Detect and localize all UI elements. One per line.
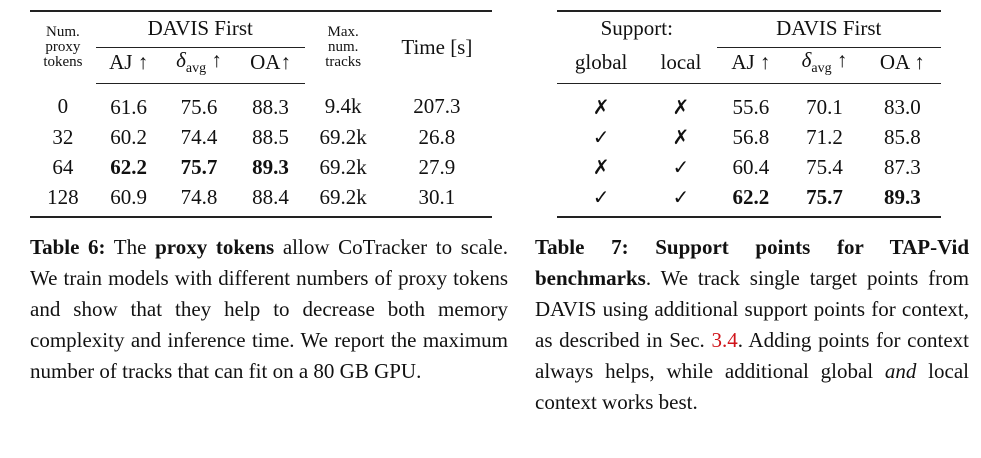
table-6: Num. proxy tokens DAVIS First Max. num. … [30, 10, 492, 219]
table-cell: 60.9 [95, 182, 162, 219]
section-link[interactable]: 3.4 [711, 328, 738, 352]
table-cell: 75.7 [180, 154, 218, 179]
table-cell: 27.9 [418, 154, 456, 179]
header-line: tokens [43, 54, 83, 71]
table-cell: 74.4 [180, 124, 218, 149]
caption-6: Table 6: The proxy tokens allow CoTracke… [30, 232, 508, 387]
table-cell: ✓ [672, 155, 690, 180]
symbol: δ [176, 48, 186, 72]
header-oa: OA↑ [236, 47, 305, 85]
table-cell: 9.4k [324, 94, 362, 119]
table-cell: 69.2k [319, 154, 367, 179]
caption-text: . We track single target points from DAV… [535, 266, 969, 352]
header-delta: δavg ↑ [785, 47, 864, 85]
table-cell: 74.8 [161, 182, 237, 219]
header-group: DAVIS First [147, 16, 253, 40]
table-cell: 62.2 [716, 182, 786, 219]
header-global: global [557, 47, 646, 85]
table-cell: 128 [30, 182, 96, 219]
table-cell: ✗ [672, 125, 690, 150]
table-row: ✗ ✓ 60.4 75.4 87.3 [557, 152, 941, 182]
table-cell: 71.2 [806, 124, 843, 149]
caption-text: The [105, 235, 156, 259]
table-cell: 88.5 [252, 124, 289, 149]
table-cell: ✓ [557, 182, 646, 219]
table-cell: 75.6 [180, 94, 218, 119]
header-line: tracks [325, 54, 362, 71]
caption-italic: and [884, 359, 917, 383]
table-cell: 60.2 [110, 124, 148, 149]
table-cell: 89.3 [863, 182, 941, 219]
table-cell: 32 [52, 124, 74, 149]
header-aj: AJ ↑ [716, 47, 786, 85]
caption-7: Table 7: Support points for TAP-Vid benc… [535, 232, 969, 418]
header-delta: δavg ↑ [161, 47, 237, 85]
table-cell: ✗ [592, 155, 610, 180]
table-cell: 69.2k [304, 182, 382, 219]
table-cell: 62.2 [110, 154, 148, 179]
table-cell: ✓ [645, 182, 717, 219]
table-cell: 0 [57, 94, 69, 119]
table-row: ✓ ✗ 56.8 71.2 85.8 [557, 122, 941, 152]
header-group: DAVIS First [776, 16, 882, 40]
table-cell: 207.3 [413, 94, 461, 119]
caption-label: Table 7: Support points for TAP-Vid benc… [535, 235, 969, 290]
symbol: δ [801, 48, 812, 72]
arrow: ↑ [836, 48, 848, 72]
table-cell: ✗ [592, 95, 610, 120]
table-cell: 88.3 [252, 94, 289, 119]
table-row: 0 61.6 75.6 88.3 9.4k 207.3 [30, 84, 492, 123]
caption-text: allow CoTracker to scale. We train model… [30, 235, 508, 383]
table-cell: 55.6 [732, 94, 770, 119]
table-row: 128 60.9 74.8 88.4 69.2k 30.1 [30, 182, 492, 219]
caption-bold: proxy tokens [155, 235, 275, 259]
header-line: proxy [45, 39, 81, 56]
table-cell: 75.7 [785, 182, 864, 219]
header-line: num. [327, 39, 359, 56]
table-row: ✓ ✓ 62.2 75.7 89.3 [557, 182, 941, 219]
header-oa: OA ↑ [863, 47, 941, 85]
header-max-tracks: Max. num. tracks [304, 10, 382, 84]
table-cell: ✗ [672, 95, 690, 120]
table-cell: 60.4 [732, 154, 770, 179]
subscript: avg [185, 61, 207, 77]
subscript: avg [811, 61, 832, 77]
header-aj: AJ ↑ [95, 47, 162, 85]
table-cell: 26.8 [418, 124, 456, 149]
table-cell: 61.6 [110, 94, 148, 119]
table-row: ✗ ✗ 55.6 70.1 83.0 [557, 84, 941, 123]
arrow: ↑ [211, 48, 222, 72]
table-cell: 69.2k [319, 124, 367, 149]
header-local: local [645, 47, 717, 85]
table-cell: 70.1 [806, 94, 843, 119]
header-num-tokens: Num. proxy tokens [30, 10, 96, 84]
table-cell: 89.3 [252, 154, 289, 179]
header-line: Max. [327, 24, 359, 41]
header-line: Num. [46, 24, 80, 41]
table-cell: 88.4 [236, 182, 305, 219]
table-cell: 87.3 [883, 154, 921, 179]
table-cell: 85.8 [883, 124, 921, 149]
table-cell: ✓ [592, 125, 610, 150]
caption-label: Table 6: [30, 235, 106, 259]
table-cell: 30.1 [381, 182, 492, 219]
table-7: Support: DAVIS First global local AJ ↑ δ… [557, 10, 941, 219]
table-row: 32 60.2 74.4 88.5 69.2k 26.8 [30, 122, 492, 152]
table-cell: 64 [52, 154, 74, 179]
table-cell: 75.4 [806, 154, 843, 179]
table-cell: 83.0 [883, 94, 921, 119]
table-row: 64 62.2 75.7 89.3 69.2k 27.9 [30, 152, 492, 182]
header-time: Time [s] [381, 10, 492, 84]
caption-text: local context works best. [535, 359, 969, 414]
table-cell: 56.8 [732, 124, 770, 149]
caption-text: . Adding points for context always helps… [535, 328, 969, 383]
header-support: Support: [600, 16, 673, 41]
